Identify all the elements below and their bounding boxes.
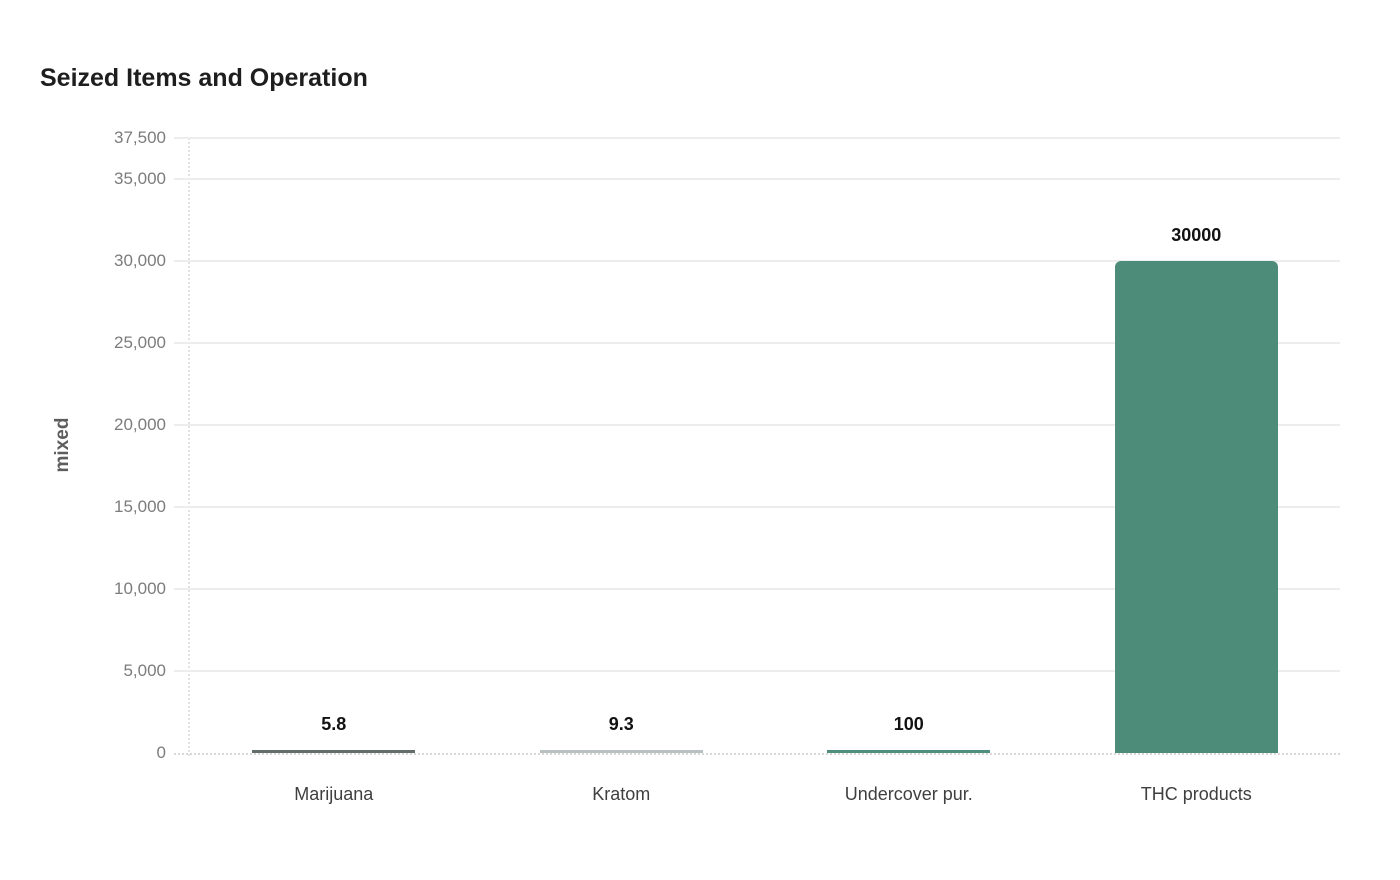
chart-title: Seized Items and Operation [40,64,368,92]
x-category-label: THC products [1140,784,1252,804]
bar-thc-products[interactable] [1114,261,1278,753]
x-category-label: Kratom [592,784,651,804]
y-tick-label: 25,000 [114,333,166,352]
bar-undercover-pur[interactable] [827,750,991,753]
x-axis-category-labels: Marijuana Kratom Undercover pur. THC produc… [190,782,1340,810]
gridline [174,342,1340,344]
bar-value-label: 30000 [1171,225,1222,245]
bar-marijuana[interactable] [252,750,416,753]
gridline [174,506,1340,508]
gridline [174,178,1340,180]
y-axis-line [188,138,190,756]
bar-value-label: 100 [893,714,924,734]
gridline [174,424,1340,426]
y-tick-label: 10,000 [114,579,166,598]
x-axis-baseline [174,753,1340,755]
x-category-label: Undercover pur. [844,784,973,804]
y-tick-label: 5,000 [123,661,166,680]
bar-kratom[interactable] [539,750,703,753]
x-category-label: Marijuana [294,784,374,804]
y-tick-label: 30,000 [114,251,166,270]
gridline [174,588,1340,590]
y-axis-tick-labels: 0 5,000 10,000 15,000 20,000 25,000 30,000 35,0… [0,128,166,762]
y-tick-label: 20,000 [114,415,166,434]
y-tick-label: 37,500 [114,128,166,147]
y-tick-label: 15,000 [114,497,166,516]
gridline [174,137,1340,139]
bar-value-label: 5.8 [321,714,347,734]
gridline [174,260,1340,262]
plot-area: 5.8 9.3 100 30000 [174,137,1340,756]
gridline [174,670,1340,672]
y-tick-label: 35,000 [114,169,166,188]
y-tick-label: 0 [156,743,166,762]
bar-value-label: 9.3 [608,714,634,734]
